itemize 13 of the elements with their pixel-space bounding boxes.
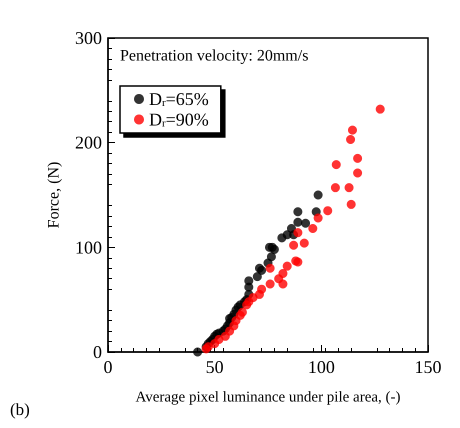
legend-label: Dr=90% [149,110,209,130]
y-tick-label: 200 [75,132,102,153]
text: (b) [10,400,30,419]
x-tick-label: 100 [308,357,335,377]
y-axis-title: Force, (N) [46,162,62,228]
x-axis-title: Average pixel luminance under pile area, (-) [135,390,401,406]
x-tick-label: 50 [206,357,224,377]
x-tick-label: 150 [414,357,442,377]
legend-label: Dr=65% [149,89,209,109]
y-tick-label: 100 [75,237,102,258]
y-tick-label: 300 [75,28,102,48]
annotation: Penetration velocity: 20mm/s [120,48,308,64]
y-tick-label: 0 [93,342,102,362]
